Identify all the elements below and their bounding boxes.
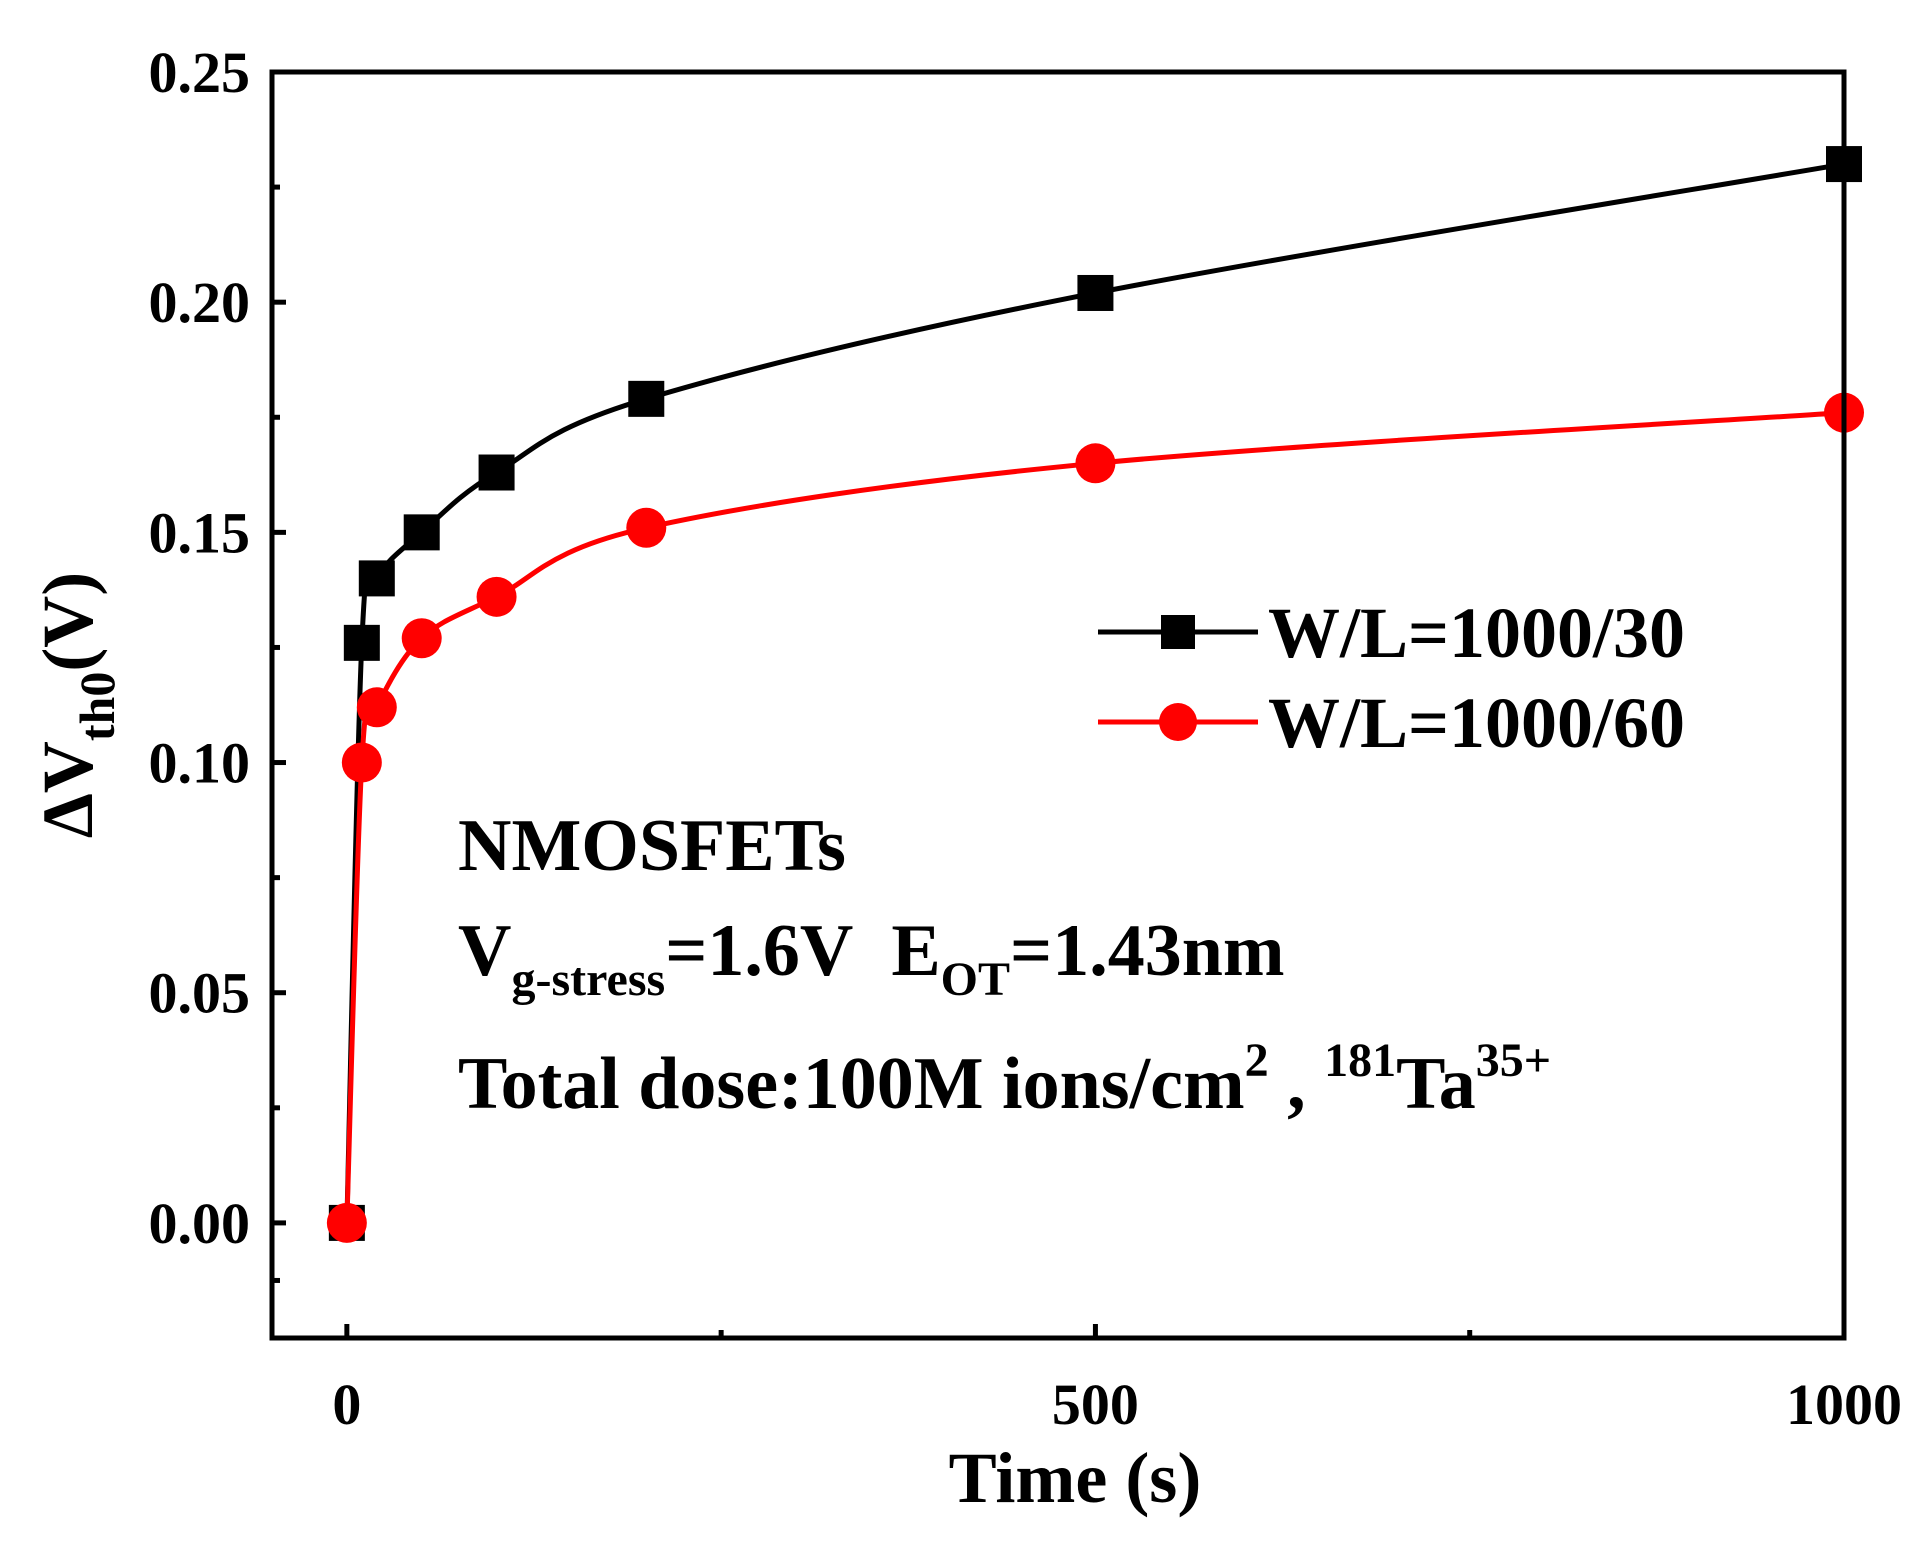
data-point-square (478, 454, 515, 491)
data-point-square (343, 624, 380, 661)
x-tick-label: 0 (332, 1372, 361, 1437)
data-point-circle (401, 618, 442, 659)
data-point-circle (626, 507, 667, 548)
y-tick-label: 0.15 (149, 500, 251, 565)
y-tick-label: 0.25 (149, 40, 251, 105)
data-point-circle (356, 687, 397, 728)
y-tick-label: 0.20 (149, 270, 251, 335)
y-tick-label: 0.00 (149, 1191, 251, 1256)
x-tick-label: 500 (1052, 1372, 1139, 1437)
data-point-circle (341, 742, 382, 783)
data-point-circle (326, 1202, 367, 1243)
data-point-square (358, 560, 395, 597)
legend-label-1: W/L=1000/30 (1268, 593, 1685, 673)
x-axis-title: Time (s) (949, 1438, 1202, 1518)
plot-frame (269, 69, 1847, 1341)
annotation-dose: Total dose:100M ions/cm2 , 181Ta35+ (458, 1034, 1551, 1125)
data-point-circle (476, 576, 517, 617)
data-point-square (403, 514, 440, 551)
ticks-layer: 0 500 1000 0.00 0.05 0.10 0.15 0.20 0.25 (149, 40, 1903, 1437)
legend: W/L=1000/30 W/L=1000/60 (1098, 593, 1685, 763)
y-tick-label: 0.10 (149, 731, 251, 796)
legend-marker-2 (1159, 703, 1197, 741)
y-tick-label: 0.05 (149, 961, 251, 1026)
x-tick-label: 1000 (1786, 1372, 1902, 1437)
annotation-device: NMOSFETs (458, 805, 846, 887)
legend-marker-1 (1161, 615, 1195, 649)
annotation-stress: Vg-stress=1.6V EOT=1.43nm (458, 910, 1285, 1006)
data-point-square (628, 380, 665, 417)
legend-label-2: W/L=1000/60 (1268, 683, 1685, 763)
data-point-square (1077, 274, 1114, 311)
data-point-circle (1075, 443, 1116, 484)
y-axis-title: ΔVth0(V) (28, 572, 125, 839)
